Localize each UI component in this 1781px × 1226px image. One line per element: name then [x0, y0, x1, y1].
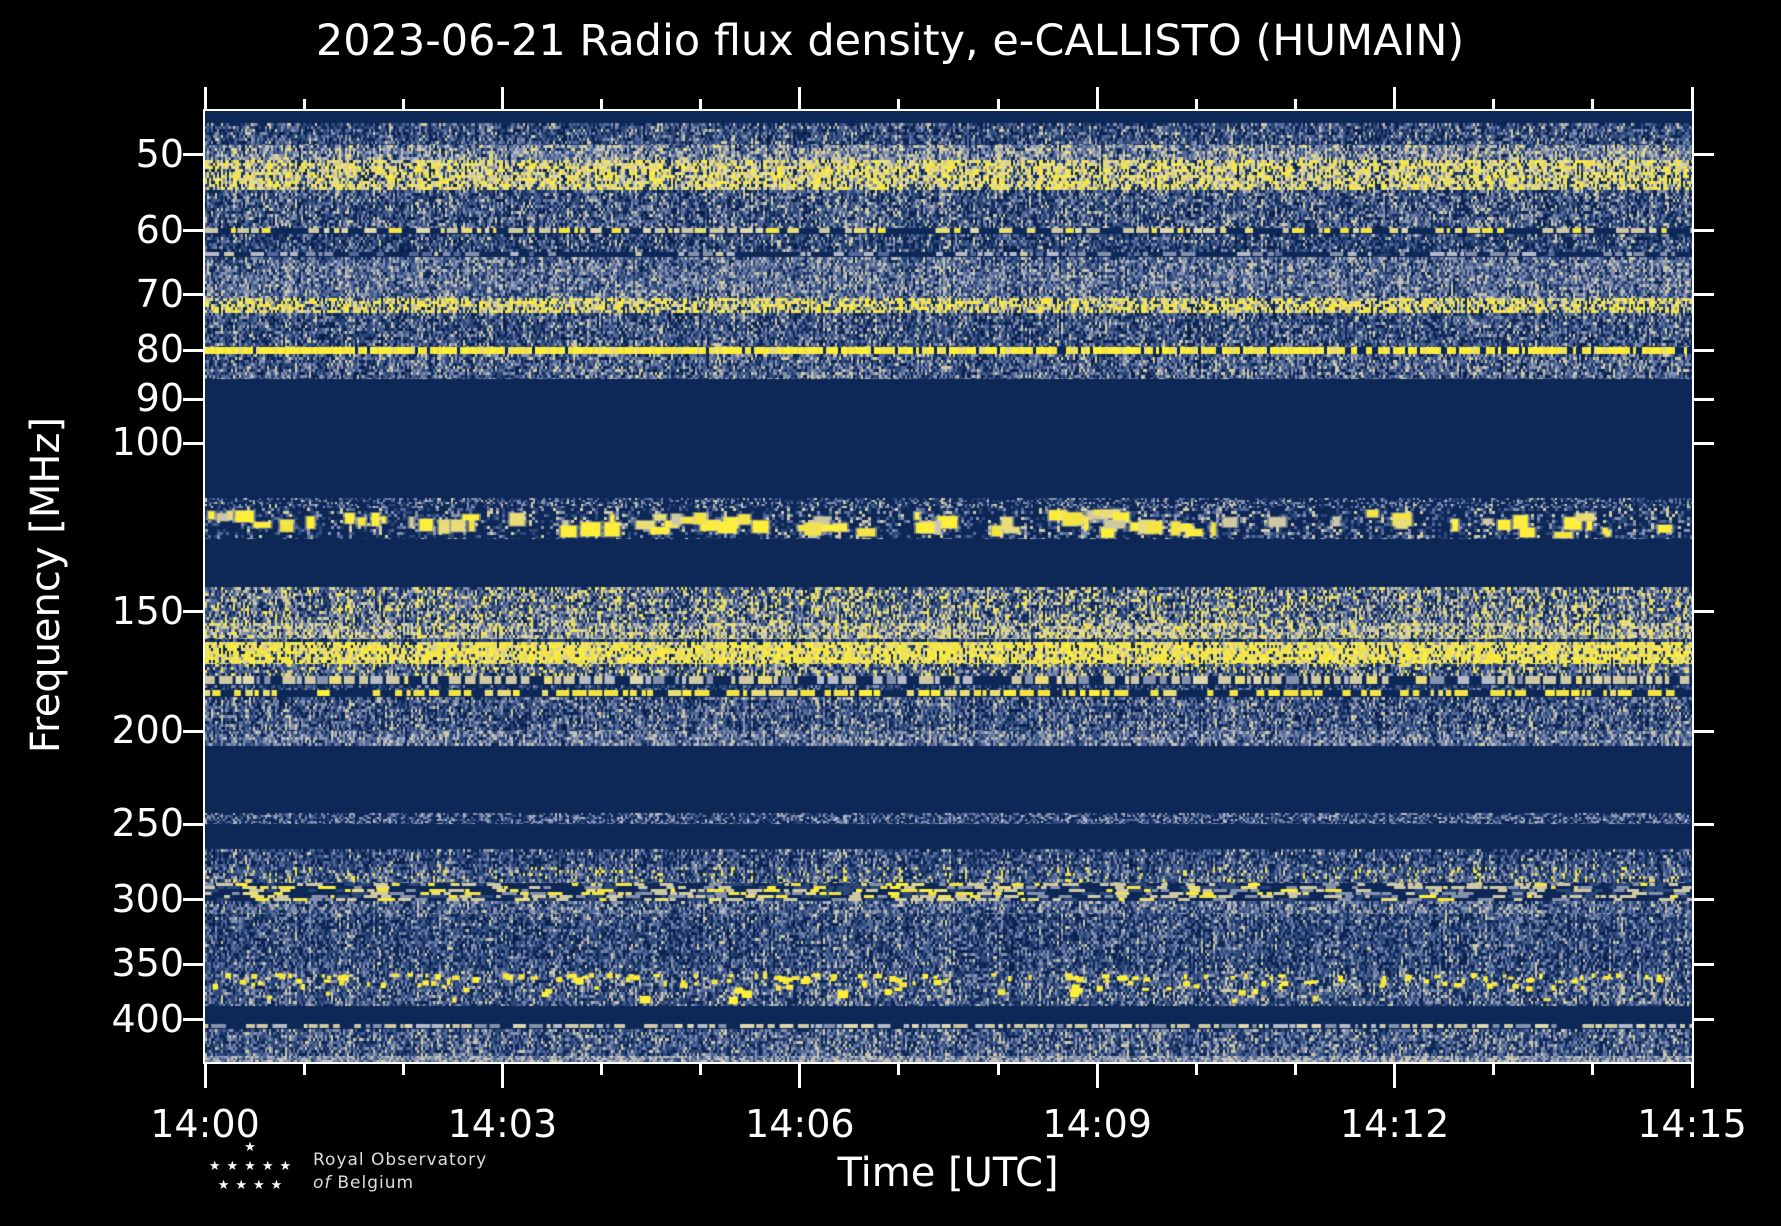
rob-logo-star-row-2: ★★★★★	[208, 1159, 298, 1174]
x-tick-minor	[699, 1064, 703, 1075]
x-tick-major-top	[203, 87, 207, 109]
y-tick-major	[183, 822, 203, 826]
y-tick-label: 400	[111, 996, 184, 1041]
chart-title: 2023-06-21 Radio flux density, e-CALLIST…	[315, 16, 1465, 66]
x-tick-minor-top	[699, 99, 703, 109]
y-tick-major-right	[1694, 898, 1714, 902]
x-tick-minor	[1194, 1064, 1198, 1075]
x-tick-minor-top	[996, 99, 1000, 109]
y-tick-major	[183, 898, 203, 902]
y-tick-major	[183, 293, 203, 297]
y-tick-major-right	[1694, 610, 1714, 614]
x-tick-minor	[302, 1064, 306, 1075]
x-tick-major-top	[1095, 87, 1099, 109]
x-tick-minor-top	[897, 99, 901, 109]
y-tick-major	[183, 229, 203, 233]
x-tick-major-top	[1690, 87, 1694, 109]
rob-logo-line1: Royal Observatory	[313, 1150, 488, 1170]
y-tick-major	[183, 962, 203, 966]
x-tick-major	[500, 1064, 504, 1088]
x-tick-minor	[897, 1064, 901, 1075]
y-tick-major-right	[1694, 348, 1714, 352]
rob-logo-star-row-1: ★	[244, 1140, 262, 1155]
y-tick-label: 90	[135, 376, 184, 421]
y-tick-label: 300	[111, 877, 184, 922]
y-tick-major	[183, 153, 203, 157]
y-tick-major-right	[1694, 962, 1714, 966]
x-tick-minor-top	[1492, 99, 1496, 109]
y-tick-major-right	[1694, 397, 1714, 401]
y-tick-major	[183, 729, 203, 733]
x-tick-label: 14:06	[745, 1102, 855, 1146]
y-tick-major-right	[1694, 1018, 1714, 1022]
rob-logo-line2-belgium: Belgium	[337, 1173, 415, 1193]
y-tick-label: 200	[111, 708, 184, 753]
x-tick-major	[1690, 1064, 1694, 1088]
y-tick-major	[183, 397, 203, 401]
rob-logo-line2: of Belgium	[313, 1175, 414, 1192]
x-tick-minor	[996, 1064, 1000, 1075]
y-tick-label: 350	[111, 941, 184, 986]
y-tick-major	[183, 348, 203, 352]
y-tick-label: 150	[111, 588, 184, 633]
y-tick-major-right	[1694, 729, 1714, 733]
x-tick-minor-top	[1591, 99, 1595, 109]
y-tick-label: 100	[111, 420, 184, 465]
y-tick-label: 250	[111, 801, 184, 846]
x-tick-major	[1095, 1064, 1099, 1088]
x-tick-minor	[401, 1064, 405, 1075]
spectrogram-plot	[203, 109, 1694, 1064]
y-axis-label: Frequency [MHz]	[23, 416, 69, 754]
x-tick-minor-top	[1194, 99, 1198, 109]
x-tick-label: 14:00	[150, 1102, 260, 1146]
x-axis-label: Time [UTC]	[837, 1150, 1059, 1196]
y-tick-major	[183, 610, 203, 614]
y-tick-major-right	[1694, 441, 1714, 445]
x-tick-minor	[1293, 1064, 1297, 1075]
y-tick-label: 80	[135, 327, 184, 372]
x-tick-minor	[1591, 1064, 1595, 1075]
x-tick-major	[203, 1064, 207, 1088]
y-tick-major	[183, 1018, 203, 1022]
x-tick-minor-top	[600, 99, 604, 109]
rob-logo-line2-of: of	[313, 1173, 332, 1193]
x-tick-minor	[600, 1064, 604, 1075]
x-tick-minor-top	[302, 99, 306, 109]
x-tick-label: 14:15	[1637, 1102, 1747, 1146]
y-tick-label: 70	[135, 271, 184, 316]
x-tick-major	[1393, 1064, 1397, 1088]
x-tick-label: 14:09	[1042, 1102, 1152, 1146]
y-tick-label: 50	[135, 131, 184, 176]
spectrogram-image	[205, 111, 1692, 1062]
y-tick-major-right	[1694, 293, 1714, 297]
x-tick-minor-top	[1293, 99, 1297, 109]
y-tick-major-right	[1694, 229, 1714, 233]
x-tick-major	[798, 1064, 802, 1088]
x-tick-major-top	[798, 87, 802, 109]
x-tick-major-top	[500, 87, 504, 109]
y-tick-major-right	[1694, 822, 1714, 826]
y-tick-major	[183, 441, 203, 445]
x-tick-major-top	[1393, 87, 1397, 109]
rob-logo-star-row-3: ★★★★	[217, 1178, 289, 1193]
y-tick-major-right	[1694, 153, 1714, 157]
y-tick-label: 60	[135, 207, 184, 252]
x-tick-minor	[1492, 1064, 1496, 1075]
x-tick-minor-top	[401, 99, 405, 109]
x-tick-label: 14:12	[1339, 1102, 1450, 1146]
x-tick-label: 14:03	[447, 1102, 558, 1146]
